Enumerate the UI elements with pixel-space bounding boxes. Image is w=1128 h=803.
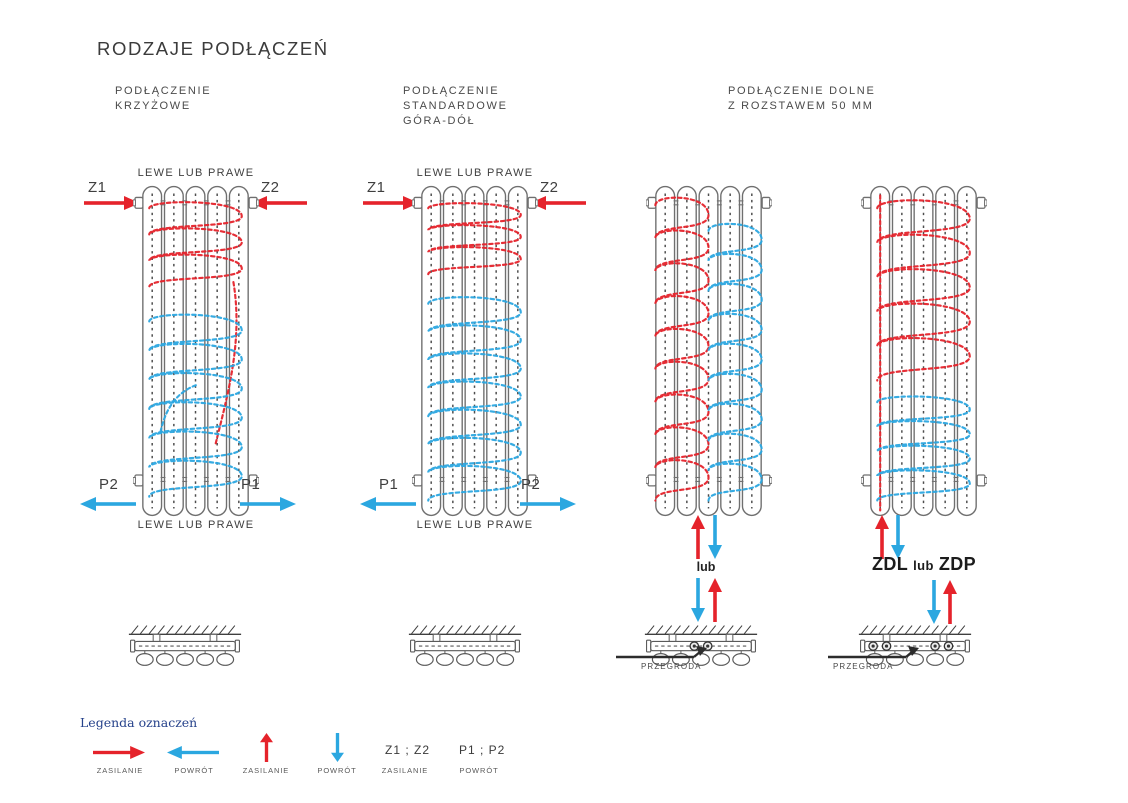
d4-supply-arrow-up-icon (943, 580, 957, 624)
legend-label-zasilanie: ZASILANIE (381, 766, 429, 775)
d3-partition-line (616, 645, 708, 661)
legend-arrow-right-supply-icon (93, 746, 145, 759)
d1-return-arrow-right-icon (240, 497, 296, 511)
d2-z2-label: Z2 (540, 179, 559, 196)
d3-partition-label: PRZEGRODA (641, 662, 702, 671)
d4-zdp-text: ZDP (938, 554, 977, 574)
d2-p1-label: P1 (379, 476, 399, 493)
d2-top-label: LEWE LUB PRAWE (416, 167, 534, 179)
section-title-line: PODŁĄCZENIE DOLNE (728, 85, 876, 97)
legend-label-powrot: POWRÓT (174, 766, 214, 775)
section-title-line: PODŁĄCZENIE (403, 85, 500, 97)
legend-label-zasilanie: ZASILANIE (242, 766, 290, 775)
d4-return-arrow-down-icon (927, 580, 941, 624)
legend-symbol-p1p2: P1 ; P2 (459, 743, 506, 757)
section-title-standardowe: PODŁĄCZENIE STANDARDOWE GÓRA-DÓŁ (403, 84, 508, 129)
d2-p2-label: P2 (521, 476, 541, 493)
d3-return-arrow-down-icon (691, 578, 705, 622)
d3-return-arrow-down-icon (708, 515, 722, 559)
d1-return-arrow-left-icon (80, 497, 136, 511)
d2-return-arrow-right-icon (520, 497, 576, 511)
section-title-line: PODŁĄCZENIE (115, 85, 212, 97)
page-title: RODZAJE PODŁĄCZEŃ (97, 38, 329, 59)
legend-arrow-down-return-icon (331, 733, 344, 762)
d4-zdl-text: ZDL (871, 554, 909, 574)
d1-supply-arrow-left-icon (251, 196, 307, 210)
section-title-line: Z ROZSTAWEM 50 MM (728, 100, 874, 112)
d3-supply-arrow-up-icon (691, 515, 705, 559)
d3-radiator-graphic (646, 182, 772, 520)
d1-supply-arrow-right-icon (84, 196, 140, 210)
legend-label-powrot: POWRÓT (459, 766, 499, 775)
d2-floor-manifold-graphic (398, 623, 532, 670)
legend-label-powrot: POWRÓT (317, 766, 357, 775)
d2-z1-label: Z1 (367, 179, 386, 196)
d3-or-label: lub (696, 560, 716, 574)
d2-supply-arrow-right-icon (363, 196, 419, 210)
d4-partition-label: PRZEGRODA (833, 662, 894, 671)
d4-or-text: lub (913, 558, 934, 573)
d1-p2-label: P2 (99, 476, 119, 493)
legend-symbol-z1z2: Z1 ; Z2 (385, 743, 431, 757)
d3-supply-arrow-up-icon (708, 578, 722, 622)
d4-floor-manifold-graphic (848, 623, 982, 670)
d1-floor-manifold-graphic (118, 623, 252, 670)
legend-label-zasilanie: ZASILANIE (96, 766, 144, 775)
section-title-line: GÓRA-DÓŁ (403, 115, 476, 127)
d1-p1-label: P1 (241, 476, 261, 493)
section-title-line: STANDARDOWE (403, 100, 508, 112)
legend-arrow-left-return-icon (167, 746, 219, 759)
d4-radiator-graphic (861, 182, 987, 520)
legend-title: Legenda oznaczeń (80, 715, 198, 730)
d4-partition-line (828, 645, 920, 661)
d1-z2-label: Z2 (261, 179, 280, 196)
d2-return-arrow-left-icon (360, 497, 416, 511)
section-title-line: KRZYŻOWE (115, 100, 191, 112)
d4-variant-label: ZDL lub ZDP (854, 554, 994, 575)
d1-bottom-label: LEWE LUB PRAWE (137, 519, 255, 531)
d1-z1-label: Z1 (88, 179, 107, 196)
section-title-krzyzowe: PODŁĄCZENIE KRZYŻOWE (115, 84, 211, 114)
d1-top-label: LEWE LUB PRAWE (137, 167, 255, 179)
d4-supply-arrow-up-icon (875, 515, 889, 559)
legend-arrow-up-supply-icon (260, 733, 273, 762)
section-title-dolne: PODŁĄCZENIE DOLNE Z ROZSTAWEM 50 MM (728, 84, 875, 114)
d2-bottom-label: LEWE LUB PRAWE (416, 519, 534, 531)
d2-supply-arrow-left-icon (530, 196, 586, 210)
d4-return-arrow-down-icon (891, 515, 905, 559)
d2-radiator-graphic (412, 182, 538, 520)
d1-radiator-graphic (133, 182, 259, 520)
